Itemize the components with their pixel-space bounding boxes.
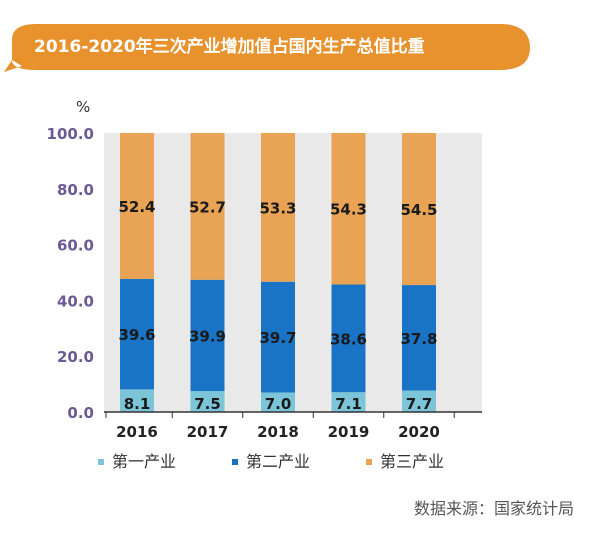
- y-tick-label: 100.0: [47, 125, 94, 143]
- data-label: 53.3: [259, 199, 296, 217]
- bar-segment: [120, 389, 154, 412]
- bar-segment: [331, 133, 366, 285]
- bar-segment: [331, 284, 366, 393]
- y-tick-label: 60.0: [57, 237, 94, 255]
- chart-title: 2016-2020年三次产业增加值占国内生产总值比重: [34, 36, 425, 57]
- legend-swatch: [98, 459, 104, 465]
- data-label: 7.1: [335, 395, 362, 413]
- data-label: 39.7: [259, 329, 296, 347]
- x-tick-label: 2017: [187, 423, 229, 441]
- bar-segment: [331, 392, 366, 412]
- bar-segment: [120, 278, 154, 390]
- source-note: 数据来源：国家统计局: [414, 499, 574, 518]
- y-tick-label: 0.0: [67, 404, 94, 422]
- x-tick-label: 2016: [116, 423, 158, 441]
- legend-label: 第二产业: [246, 452, 310, 471]
- bar-segment: [402, 390, 436, 412]
- data-label: 7.0: [265, 395, 292, 413]
- data-label: 38.6: [330, 330, 367, 348]
- data-label: 37.8: [400, 330, 437, 348]
- data-labels: 8.1 39.6 52.4 7.5 39.9 52.7 7.0 39.7 53.3 7.1 38.6…: [118, 198, 437, 413]
- bar-segment: [261, 281, 295, 393]
- legend-label: 第一产业: [112, 452, 176, 471]
- bar-segment: [261, 392, 295, 412]
- data-label: 54.3: [330, 201, 367, 219]
- data-label: 7.5: [194, 395, 221, 413]
- bar-segment: [261, 133, 295, 282]
- y-axis: 0.0 20.0 40.0 60.0 80.0 100.0: [47, 125, 94, 422]
- data-label: 52.7: [189, 198, 226, 216]
- legend: 第一产业 第二产业 第三产业: [98, 452, 444, 471]
- title-banner: 2016-2020年三次产业增加值占国内生产总值比重: [4, 24, 530, 72]
- bar-segment: [402, 133, 436, 286]
- y-tick-label: 20.0: [57, 348, 94, 366]
- bar-segment: [402, 285, 436, 391]
- bar-segment: [120, 133, 154, 279]
- bar-segment: [190, 391, 225, 412]
- bar-segment: [190, 279, 225, 392]
- title-background: [4, 24, 530, 72]
- data-label: 54.5: [400, 201, 437, 219]
- legend-swatch: [232, 459, 238, 465]
- x-tick-label: 2018: [257, 423, 299, 441]
- x-axis: 2016 2017 2018 2019 2020: [105, 412, 455, 441]
- legend-label: 第三产业: [380, 452, 444, 471]
- x-tick-label: 2019: [328, 423, 370, 441]
- legend-swatch: [366, 459, 372, 465]
- bar-segment: [190, 133, 225, 280]
- data-label: 8.1: [124, 395, 151, 413]
- data-label: 7.7: [406, 395, 433, 413]
- bars: [120, 133, 436, 412]
- y-tick-label: 40.0: [57, 292, 94, 310]
- data-label: 39.9: [189, 327, 226, 345]
- y-unit-label: %: [76, 98, 90, 116]
- data-label: 52.4: [118, 198, 155, 216]
- y-tick-label: 80.0: [57, 181, 94, 199]
- data-label: 39.6: [118, 326, 155, 344]
- x-tick-label: 2020: [398, 423, 440, 441]
